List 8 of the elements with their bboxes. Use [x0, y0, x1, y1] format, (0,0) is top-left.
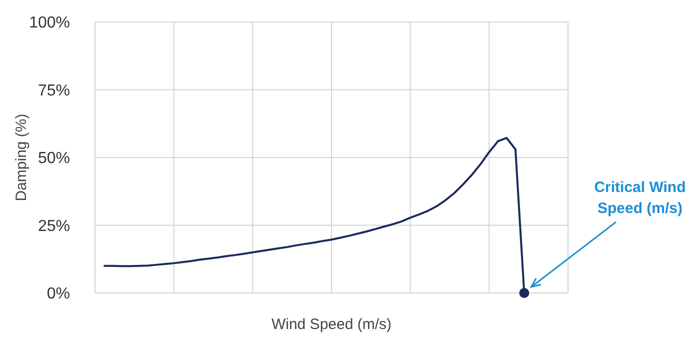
- y-axis-title: Damping (%): [13, 114, 30, 202]
- y-tick-label: 50%: [38, 150, 70, 168]
- x-axis-title: Wind Speed (m/s): [271, 316, 392, 333]
- text: Critical Wind Speed (m/s): [594, 179, 686, 217]
- y-tick-label: 75%: [38, 82, 70, 100]
- y-tick-label: 100%: [29, 14, 70, 32]
- y-tick-label: 0%: [46, 286, 70, 303]
- y-tick-label: 25%: [38, 218, 70, 235]
